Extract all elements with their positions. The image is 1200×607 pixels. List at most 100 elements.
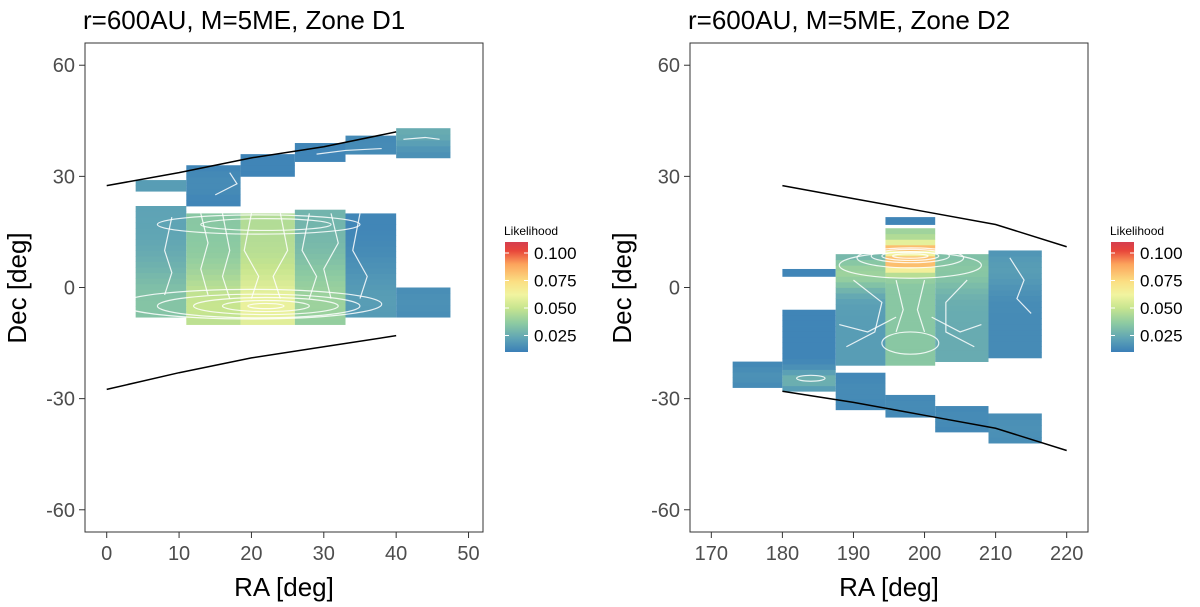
heatmap-cell <box>294 231 346 238</box>
y-axis: 60 30 0 -30 -60 <box>46 55 85 522</box>
heatmap-cell <box>396 145 451 153</box>
x-axis-title: RA [deg] <box>234 572 334 602</box>
contour-line <box>156 214 361 235</box>
heatmap-cell <box>135 272 187 279</box>
heatmap-cell <box>240 302 295 309</box>
heatmap-cell <box>240 246 295 253</box>
contour-line <box>856 247 965 269</box>
heatmap-cell <box>782 326 836 332</box>
legend-tick-label: 0.025 <box>534 327 577 346</box>
contour-line <box>247 302 285 310</box>
heatmap-cell <box>935 421 989 428</box>
heatmap-cell <box>935 316 989 323</box>
heatmap-cell <box>835 298 886 305</box>
heatmap-cell <box>835 377 886 384</box>
heatmap-cell <box>294 237 346 243</box>
heatmap-cell <box>782 358 836 365</box>
heatmap-cell <box>885 277 936 284</box>
heatmap-cell <box>835 399 886 405</box>
heatmap-cell <box>240 224 295 231</box>
boundary-lines <box>106 131 397 391</box>
contour-line <box>916 279 926 333</box>
legend-tick-label: 0.075 <box>1140 272 1183 291</box>
heatmap-cell <box>345 251 397 258</box>
heatmap-cell <box>186 176 241 184</box>
heatmap-cell <box>988 323 1042 331</box>
heatmap-cell <box>835 348 886 355</box>
x-tick-label: 30 <box>313 543 335 565</box>
heatmap-cell <box>885 406 936 413</box>
heatmap-cell <box>835 337 886 344</box>
heatmap-cell <box>988 290 1042 297</box>
heatmap-cell <box>835 287 886 294</box>
heatmap-cell <box>186 165 241 172</box>
heatmap-cell <box>240 154 295 161</box>
legend-title: Likelihood <box>504 224 558 238</box>
heatmap-cell <box>294 291 346 298</box>
heatmap-cell <box>935 265 989 272</box>
y-tick-label: -60 <box>651 500 680 522</box>
contour-line <box>352 213 368 299</box>
boundary-line <box>106 131 397 187</box>
heatmap-cell <box>186 171 241 178</box>
heatmap-cell <box>835 343 886 350</box>
heatmap-cell <box>885 239 936 246</box>
heatmap-cell <box>988 261 1042 268</box>
heatmap-cell <box>935 411 989 417</box>
heatmap-cell <box>396 140 451 147</box>
heatmap-cell <box>240 318 295 325</box>
heatmap-cell <box>345 229 397 236</box>
heatmap-cell <box>186 274 241 281</box>
heatmap-cell <box>885 217 936 225</box>
contour-line <box>221 213 231 299</box>
legend-ticks: 0.100 0.075 0.050 0.025 <box>1111 244 1183 346</box>
x-tick-label: 220 <box>1050 543 1083 565</box>
legend-tick-label: 0.050 <box>534 299 577 318</box>
heatmap-cell <box>885 337 936 344</box>
x-tick-label: 40 <box>385 543 407 565</box>
heatmap-cell <box>294 143 346 150</box>
heatmap-cell <box>885 305 936 312</box>
panel-d1: r=600AU, M=5ME, Zone D1 0 10 20 30 40 50 60 30… <box>2 5 484 602</box>
heatmap-cell <box>885 299 936 306</box>
heatmap-cell <box>345 300 397 307</box>
contour-line <box>301 213 318 299</box>
heatmap-cell <box>240 218 295 225</box>
heatmap-cell <box>988 250 1042 257</box>
x-tick-label: 50 <box>457 543 479 565</box>
heatmap-cell <box>782 385 836 392</box>
heatmap-cell <box>186 268 241 275</box>
heatmap-cell <box>396 151 451 159</box>
heatmap-cell <box>732 361 783 368</box>
heatmap-cell <box>186 307 241 314</box>
y-tick-label: 0 <box>64 278 75 300</box>
heatmap-cell <box>294 258 346 265</box>
heatmap-cell <box>135 283 187 290</box>
y-tick-label: 0 <box>669 278 680 300</box>
heatmap-cell <box>396 305 451 312</box>
legend-title: Likelihood <box>1110 224 1164 238</box>
heatmap-cell <box>935 416 989 423</box>
panel-d2: r=600AU, M=5ME, Zone D2 170 180 190 200 210 2… <box>607 5 1089 602</box>
heatmap-cell <box>186 218 241 225</box>
x-tick-label: 20 <box>240 543 262 565</box>
heatmap-cell <box>186 235 241 242</box>
heatmap-cell <box>988 312 1042 319</box>
heatmap-cell <box>186 285 241 292</box>
heatmap-cell <box>885 327 936 333</box>
x-tick-label: 10 <box>168 543 190 565</box>
contour-line <box>891 253 929 259</box>
y-tick-label: -30 <box>46 389 75 411</box>
heatmap-cell <box>988 346 1042 353</box>
heatmap-cell <box>935 350 989 357</box>
y-tick-label: -30 <box>651 389 680 411</box>
boundary-line <box>782 184 1067 248</box>
x-tick-label: 0 <box>101 543 112 565</box>
heatmap-cell <box>135 180 187 187</box>
contour-line <box>895 279 904 333</box>
heatmap-cell <box>240 159 295 166</box>
heatmap-cell <box>240 285 295 292</box>
heatmap-cell <box>240 170 295 177</box>
y-tick-label: 30 <box>658 166 680 188</box>
